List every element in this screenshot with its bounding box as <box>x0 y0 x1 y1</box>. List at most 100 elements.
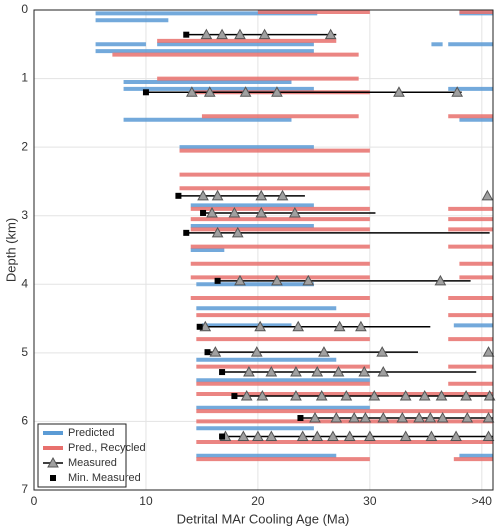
measured-age <box>311 430 324 442</box>
measured-age <box>481 189 494 201</box>
measured-age <box>211 189 224 201</box>
min-measured <box>214 277 221 284</box>
y-tick-label: 6 <box>21 414 28 428</box>
plot-frame <box>33 9 494 491</box>
min-measured <box>231 393 238 400</box>
measured-age <box>288 206 301 218</box>
measured-age <box>296 430 309 442</box>
measured-age <box>435 390 448 401</box>
measured-age <box>255 206 268 218</box>
measured-age <box>399 430 412 442</box>
measured-age <box>450 430 462 442</box>
measured-age <box>393 86 405 97</box>
measured-age <box>276 189 289 201</box>
min-measured <box>183 31 190 38</box>
measured-age <box>265 430 278 442</box>
y-tick-label: 1 <box>21 71 28 85</box>
measured-age <box>255 189 268 201</box>
measured-age <box>418 390 431 401</box>
y-tick-label: 4 <box>21 276 28 290</box>
measured-age <box>240 390 253 401</box>
measured-age <box>413 411 425 423</box>
measured-age <box>271 274 283 286</box>
measured-age <box>436 411 449 423</box>
x-tick-label: >40 <box>472 494 493 508</box>
measured-age <box>461 411 474 423</box>
min-measured <box>196 323 203 330</box>
measured-age <box>199 320 212 332</box>
measured-age <box>483 390 496 401</box>
y-tick-label: 7 <box>21 482 28 496</box>
measured-age <box>258 28 271 40</box>
min-measured <box>175 192 182 199</box>
y-axis-label: Depth (km) <box>3 218 18 282</box>
measured-age <box>340 390 353 401</box>
measured-age <box>206 206 218 218</box>
y-tick-label: 0 <box>21 2 28 16</box>
measured-age <box>250 346 263 357</box>
measured-age <box>425 430 438 442</box>
measured-age <box>348 411 361 423</box>
measured-age <box>327 430 339 442</box>
measured-age <box>364 430 376 442</box>
measured-age <box>482 346 495 357</box>
measured-age <box>368 390 381 401</box>
y-tick-label: 5 <box>21 345 28 359</box>
measured-age <box>265 366 278 377</box>
y-tick-label: 3 <box>21 208 28 222</box>
measured-age <box>315 390 328 401</box>
measured-age <box>376 346 389 357</box>
measured-age <box>252 430 264 442</box>
measured-age <box>377 366 390 377</box>
legend-swatch <box>47 456 59 468</box>
measured-age <box>332 366 345 377</box>
measured-age <box>343 430 356 442</box>
measured-age <box>243 366 255 377</box>
min-measured <box>200 209 207 216</box>
measured-age <box>377 411 390 423</box>
x-tick-label: 10 <box>139 494 153 508</box>
x-tick-label: 20 <box>251 494 265 508</box>
x-tick-label: 0 <box>31 494 38 508</box>
legend-label: Pred., Recycled <box>68 442 146 454</box>
measured-age <box>197 189 209 201</box>
x-tick-label: 30 <box>363 494 377 508</box>
measured-age <box>424 411 437 423</box>
measured-age <box>396 411 409 423</box>
y-tick-label: 2 <box>21 139 28 153</box>
min-measured <box>219 433 226 440</box>
legend-swatch <box>50 475 56 481</box>
measured-age <box>359 411 372 423</box>
measured-age <box>358 366 371 377</box>
measured-age <box>200 28 213 40</box>
measured-age <box>211 226 224 238</box>
measured-age <box>203 86 216 97</box>
measured-age <box>330 411 343 423</box>
measured-age <box>234 274 246 286</box>
min-measured <box>297 415 304 421</box>
measured-age <box>254 320 266 332</box>
measured-age <box>290 390 302 401</box>
measured-age <box>256 390 269 401</box>
legend-label: Measured <box>68 457 117 469</box>
measured-age <box>318 346 330 357</box>
measured-age <box>324 28 337 40</box>
measured-age <box>302 274 315 286</box>
measured-age <box>186 86 198 97</box>
measured-age <box>234 28 246 40</box>
measured-age <box>399 390 412 401</box>
measured-age <box>216 28 228 40</box>
min-measured <box>142 89 149 96</box>
min-measured <box>183 229 190 236</box>
measured-age <box>209 346 222 357</box>
measured-age <box>482 411 495 423</box>
measured-age <box>228 206 241 218</box>
measured-age <box>237 430 250 442</box>
min-measured <box>219 369 226 376</box>
measured-age <box>271 86 283 97</box>
x-axis-label: Detrital MAr Cooling Age (Ma) <box>177 511 350 526</box>
measured-age <box>434 274 447 286</box>
legend-label: Predicted <box>68 427 114 439</box>
measured-age <box>451 86 464 97</box>
